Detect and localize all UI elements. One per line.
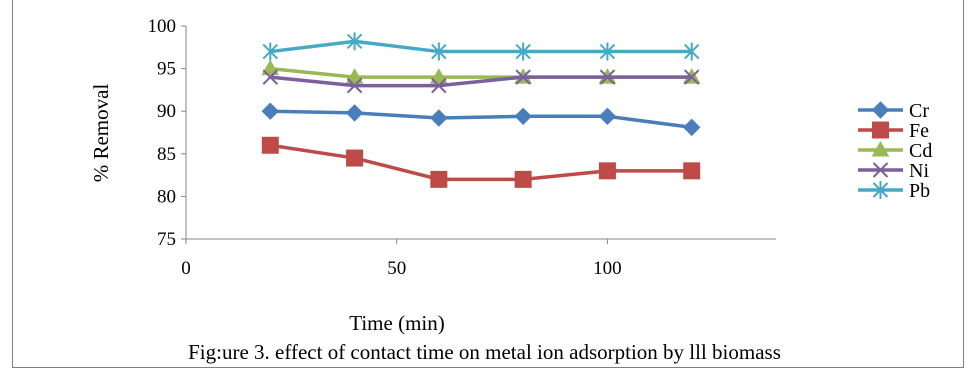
series-line-fe: [270, 143, 692, 182]
x-axis-title: Time (min): [349, 311, 444, 335]
data-point-pb: [431, 42, 447, 61]
data-point-ni: [515, 69, 531, 85]
data-point-ni: [431, 77, 447, 94]
series-line-ni: [270, 75, 692, 88]
legend-item-ni: Ni: [858, 160, 929, 182]
chart-frame: [12, 0, 964, 368]
series-pb: [262, 32, 700, 61]
data-point-fe: [598, 162, 616, 180]
data-point-fe: [683, 162, 701, 180]
x-tick-label: 100: [593, 258, 622, 279]
legend-marker-cd: [871, 140, 890, 157]
legend-item-fe: Fe: [858, 120, 929, 142]
legend-item-cr: Cr: [858, 100, 929, 122]
tick-labels: 75 80 85 90 95 100 0 50 100: [148, 16, 622, 279]
data-point-fe: [261, 136, 279, 154]
data-point-cr: [430, 109, 448, 127]
data-point-ni-stroke: [262, 69, 278, 85]
series-group: [261, 32, 701, 188]
data-point-ni-stroke: [431, 77, 447, 94]
x-tick-label: 50: [387, 258, 406, 279]
data-point-pb: [346, 32, 363, 51]
y-tick-label: 90: [157, 101, 176, 122]
data-point-cr: [261, 102, 279, 120]
figure-caption: Fig:ure 3. effect of contact time on met…: [188, 340, 781, 364]
data-point-cr: [345, 104, 364, 122]
x-tick-label: 0: [181, 258, 191, 279]
series-line-pb: [270, 39, 692, 54]
y-tick-label: 75: [157, 229, 176, 250]
legend-marker-cr: [871, 101, 890, 119]
data-point-pb: [599, 42, 616, 61]
legend-marker-pb: [872, 181, 889, 199]
y-tick-label: 95: [157, 59, 176, 80]
data-point-ni-stroke: [599, 69, 616, 85]
data-point-fe: [430, 170, 448, 188]
axes: [181, 25, 776, 244]
data-point-cr: [514, 107, 532, 126]
data-point-fe: [514, 170, 532, 188]
legend-marker-fe: [872, 121, 889, 139]
data-point-cd: [261, 59, 280, 76]
series-cr: [261, 102, 701, 137]
series-line-cr: [270, 109, 692, 130]
data-point-cd: [345, 68, 364, 84]
data-point-pb: [262, 42, 278, 61]
data-point-ni: [262, 69, 278, 85]
line-chart: 75 80 85 90 95 100 0 50 100 Time (min) % Removal…: [89, 16, 932, 335]
data-point-pb: [515, 42, 531, 61]
data-point-ni: [346, 77, 363, 94]
legend-label-cr: Cr: [909, 100, 929, 122]
y-axis-title: % Removal: [89, 84, 113, 183]
data-point-cd: [429, 68, 448, 84]
data-point-cr: [598, 107, 617, 126]
series-ni: [262, 69, 700, 94]
legend-label-fe: Fe: [909, 120, 929, 142]
y-tick-label: 80: [157, 186, 176, 207]
legend-marker-ni: [872, 162, 889, 178]
legend-label-ni: Ni: [909, 160, 929, 182]
legend-label-pb: Pb: [909, 180, 930, 202]
legend-label-cd: Cd: [909, 140, 932, 162]
data-point-ni-stroke: [515, 69, 531, 85]
legend-item-cd: Cd: [858, 140, 932, 162]
data-point-cr: [683, 118, 701, 137]
data-point-fe: [346, 149, 364, 167]
data-point-ni: [599, 69, 616, 85]
legend-item-pb: Pb: [858, 180, 930, 202]
y-tick-label: 85: [157, 144, 176, 165]
data-point-ni: [684, 69, 700, 85]
data-point-ni-stroke: [684, 69, 700, 85]
data-point-ni-stroke: [346, 77, 363, 94]
series-fe: [261, 136, 701, 188]
y-tick-label: 100: [148, 16, 177, 37]
legend-marker-ni-stroke: [872, 162, 889, 178]
data-point-pb: [684, 42, 700, 61]
